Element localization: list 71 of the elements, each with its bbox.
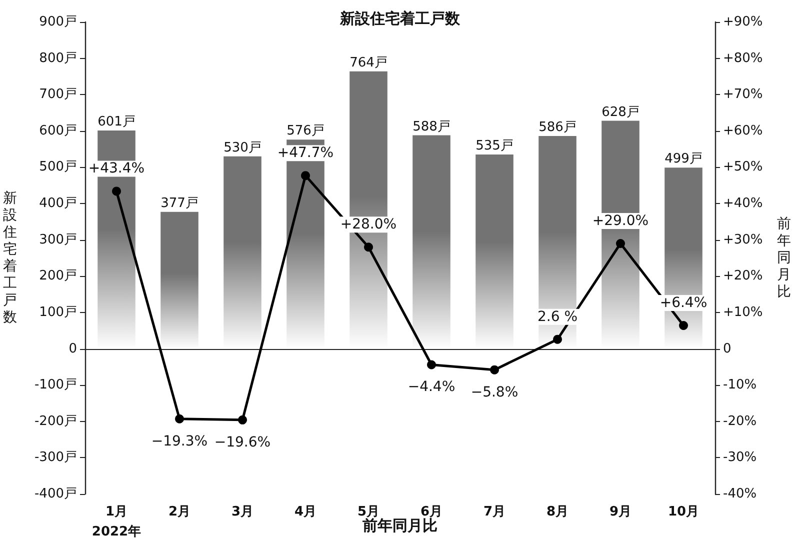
data-label: 764戸: [350, 55, 388, 70]
data-label: +43.4%: [88, 160, 145, 177]
x-tick-label: 9月: [609, 504, 632, 520]
x-tick-label: 1月 2022年: [92, 504, 142, 540]
data-label: −4.4%: [408, 379, 456, 396]
y2-tick-label: +60%: [723, 123, 763, 138]
x-tick-label: 5月: [357, 504, 380, 520]
x-tick-label: 8月: [546, 504, 569, 520]
data-label: 601戸: [98, 114, 136, 130]
y-axis-title: 新設住宅着工戸数: [2, 190, 17, 326]
data-label: −5.8%: [470, 384, 518, 400]
y-tick-label: -300戸: [34, 450, 77, 466]
data-label: 377戸: [160, 196, 198, 211]
y-tick-label: 0: [68, 341, 77, 356]
point: [112, 186, 121, 196]
data-label: +28.0%: [340, 216, 397, 233]
x-axis-title: 前年同月比: [362, 516, 438, 534]
y-tick-label: 400戸: [39, 196, 77, 212]
data-label: −19.6%: [214, 434, 271, 450]
y-tick-label: -200戸: [34, 414, 77, 429]
data-label: 628戸: [602, 104, 640, 120]
y2-tick-label: +30%: [723, 232, 763, 248]
x-tick-label: 3月: [231, 504, 254, 520]
y2-tick-label: -10%: [723, 378, 757, 393]
y2-tick-label: +40%: [723, 196, 763, 212]
point: [301, 171, 310, 180]
y-tick-label: 700戸: [39, 87, 77, 102]
y-tick-label: 200戸: [39, 268, 77, 284]
data-label: +29.0%: [592, 212, 649, 229]
data-label: −19.3%: [151, 433, 208, 450]
point: [427, 360, 436, 370]
chart-title: 新設住宅着工戸数: [339, 10, 461, 28]
y-tick-label: -400戸: [34, 486, 77, 502]
y2-tick-label: -40%: [723, 486, 757, 502]
point: [553, 334, 562, 344]
point: [616, 238, 625, 248]
data-label: 530戸: [224, 140, 262, 156]
data-label: 588戸: [412, 119, 450, 134]
y2-tick-label: -30%: [723, 450, 757, 466]
data-label: +47.7%: [277, 145, 334, 162]
y-tick-label: 800戸: [39, 50, 77, 66]
y-tick-label: 300戸: [39, 232, 77, 248]
data-label: 586戸: [538, 120, 576, 136]
y2-tick-label: +50%: [723, 160, 763, 175]
y2-tick-label: -20%: [723, 414, 757, 429]
x-tick-label: 7月: [483, 504, 506, 520]
data-label: 576戸: [286, 124, 324, 139]
point: [238, 415, 247, 424]
y2-tick-label: +70%: [723, 87, 763, 102]
x-tick-label: 4月: [294, 504, 317, 520]
x-tick-label: 2月: [168, 504, 191, 520]
y2-tick-label: +90%: [723, 14, 763, 30]
data-label: 2.6 %: [537, 308, 578, 325]
y-tick-label: 900戸: [39, 14, 77, 30]
point: [490, 365, 499, 374]
y-tick-label: 100戸: [39, 304, 77, 320]
y-tick-label: 500戸: [39, 160, 77, 175]
data-label: 499戸: [664, 152, 702, 167]
x-tick-label: 10月: [668, 504, 700, 520]
data-label: 535戸: [476, 138, 514, 154]
y2-tick-label: +80%: [723, 50, 763, 66]
y2-axis-title: 前年同月比: [777, 216, 791, 300]
point: [679, 321, 688, 330]
point: [175, 414, 184, 424]
y2-tick-label: +20%: [723, 268, 763, 284]
y2-tick-label: +10%: [723, 304, 763, 320]
y-tick-label: -100戸: [34, 378, 77, 393]
point: [364, 242, 373, 252]
data-label: +6.4%: [660, 295, 708, 312]
y2-tick-label: 0: [723, 341, 732, 356]
y-tick-label: 600戸: [39, 123, 77, 138]
